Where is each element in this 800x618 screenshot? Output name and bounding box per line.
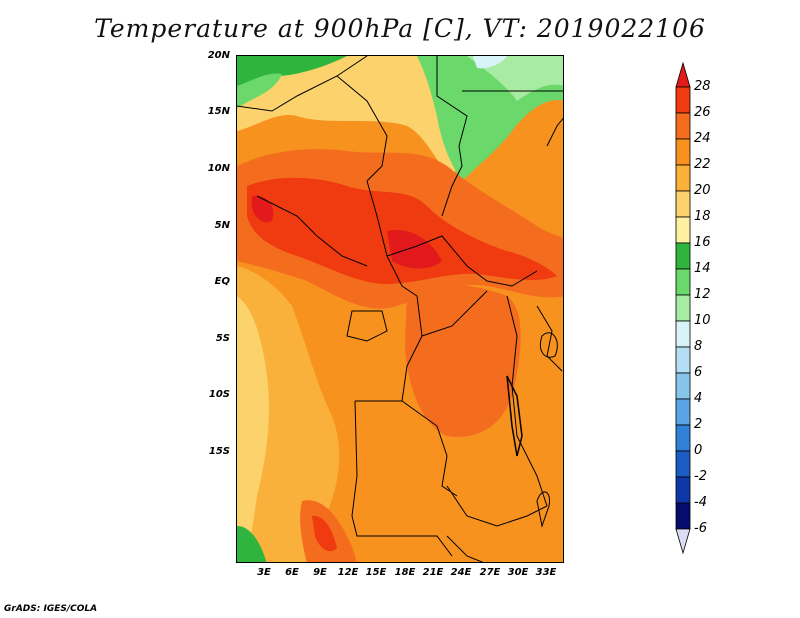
lon-label-33e: 33E bbox=[535, 567, 557, 578]
field-southwest-green bbox=[237, 526, 267, 562]
lat-label-15n: 15N bbox=[207, 106, 230, 117]
colorbar-segment bbox=[675, 164, 691, 192]
colorbar-segment bbox=[675, 476, 691, 504]
colorbar-segment bbox=[675, 372, 691, 400]
colorbar-segment bbox=[675, 346, 691, 374]
colorbar-tick-label: 20 bbox=[694, 183, 711, 198]
colorbar-segment bbox=[675, 294, 691, 322]
lon-label-12e: 12E bbox=[337, 567, 359, 578]
map-canvas bbox=[237, 56, 563, 562]
lon-label-6e: 6E bbox=[285, 567, 299, 578]
colorbar-segment bbox=[675, 86, 691, 114]
lon-label-15e: 15E bbox=[365, 567, 387, 578]
colorbar-segment bbox=[675, 398, 691, 426]
colorbar-bottom-arrow bbox=[675, 528, 691, 555]
colorbar-segment bbox=[675, 138, 691, 166]
colorbar-tick-label: 26 bbox=[694, 105, 711, 120]
lake-malawi bbox=[536, 491, 551, 528]
colorbar-tick-label: 16 bbox=[694, 235, 711, 250]
colorbar-segment bbox=[675, 320, 691, 348]
lon-label-9e: 9E bbox=[313, 567, 327, 578]
colorbar-tick-label: -4 bbox=[694, 495, 707, 510]
colorbar-tick-label: 28 bbox=[694, 79, 711, 94]
lat-label-eq: EQ bbox=[214, 276, 230, 287]
field-northeast-pale bbox=[473, 56, 507, 69]
temperature-map[interactable] bbox=[236, 55, 564, 563]
field-hotspot-center bbox=[387, 230, 442, 269]
colorbar-tick-label: 2 bbox=[694, 417, 703, 432]
colorbar-segments bbox=[675, 61, 691, 555]
colorbar-tick-label: 14 bbox=[694, 261, 711, 276]
colorbar-top-arrow bbox=[675, 61, 691, 88]
colorbar-tick-label: 6 bbox=[694, 365, 703, 380]
lat-label-10s: 10S bbox=[208, 389, 230, 400]
field-southwest-cool bbox=[237, 266, 340, 562]
colorbar-segment bbox=[675, 190, 691, 218]
field-northeast-light bbox=[467, 56, 563, 101]
field-northwest-green bbox=[237, 56, 347, 96]
lake-tanganyika bbox=[506, 375, 523, 457]
country-borders bbox=[237, 56, 563, 562]
colorbar-segment bbox=[675, 502, 691, 530]
colorbar-segment bbox=[675, 112, 691, 140]
lon-label-24e: 24E bbox=[450, 567, 472, 578]
colorbar-tick-label: 22 bbox=[694, 157, 711, 172]
lon-label-3e: 3E bbox=[257, 567, 271, 578]
colorbar-tick-label: 10 bbox=[694, 313, 711, 328]
colorbar-segment bbox=[675, 268, 691, 296]
field-congo-warm bbox=[405, 283, 521, 437]
colorbar-tick-label: 24 bbox=[694, 131, 711, 146]
colorbar-segment bbox=[675, 242, 691, 270]
lat-label-5n: 5N bbox=[214, 220, 230, 231]
lat-label-20n: 20N bbox=[207, 50, 230, 61]
lon-label-27e: 27E bbox=[479, 567, 501, 578]
lon-label-30e: 30E bbox=[507, 567, 529, 578]
field-coast-cool bbox=[237, 296, 269, 562]
lat-label-10n: 10N bbox=[207, 163, 230, 174]
lon-label-18e: 18E bbox=[394, 567, 416, 578]
colorbar-tick-label: 8 bbox=[694, 339, 703, 354]
lat-label-5s: 5S bbox=[215, 333, 230, 344]
colorbar-tick-label: 4 bbox=[694, 391, 703, 406]
colorbar-tick-label: 0 bbox=[694, 443, 703, 458]
colorbar-segment bbox=[675, 450, 691, 478]
lon-label-21e: 21E bbox=[422, 567, 444, 578]
lat-label-15s: 15S bbox=[208, 446, 230, 457]
colorbar-tick-label: 12 bbox=[694, 287, 711, 302]
colorbar bbox=[675, 61, 691, 555]
colorbar-segment bbox=[675, 216, 691, 244]
map-title: Temperature at 900hPa [C], VT: 201902210… bbox=[94, 14, 706, 43]
colorbar-segment bbox=[675, 424, 691, 452]
lake-victoria bbox=[540, 332, 558, 358]
field-hotspot-west bbox=[251, 195, 274, 223]
colorbar-tick-label: -6 bbox=[694, 521, 707, 536]
credit-text: GrADS: IGES/COLA bbox=[4, 604, 98, 614]
field-west-green bbox=[237, 73, 282, 108]
colorbar-tick-label: -2 bbox=[694, 469, 707, 484]
field-south-core bbox=[312, 515, 337, 552]
colorbar-tick-label: 18 bbox=[694, 209, 711, 224]
